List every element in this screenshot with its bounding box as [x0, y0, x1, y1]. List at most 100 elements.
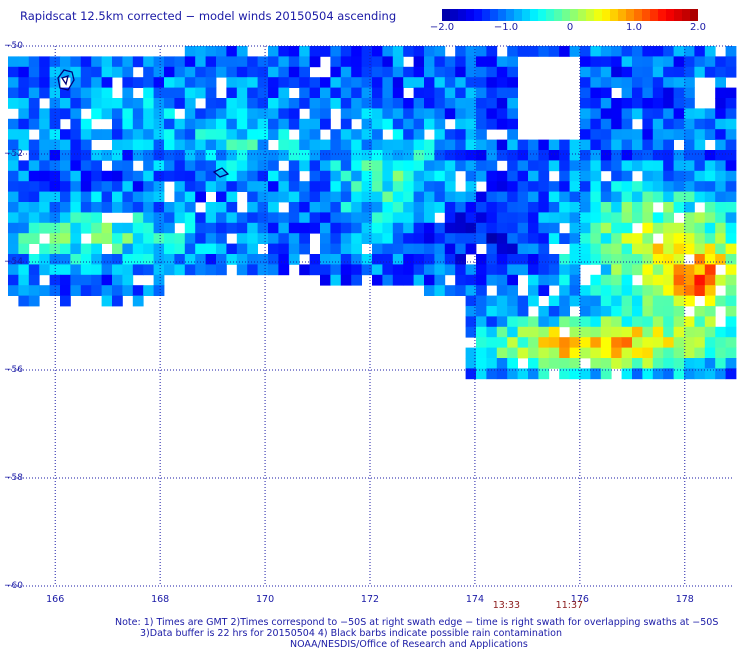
wind-difference-cell [392, 274, 404, 286]
wind-difference-cell [112, 254, 123, 265]
wind-difference-cell [694, 233, 706, 244]
wind-difference-cell [112, 202, 123, 213]
wind-difference-cell [382, 274, 394, 286]
wind-difference-cell [642, 46, 654, 57]
wind-difference-cell [621, 337, 633, 348]
wind-difference-cell [288, 77, 300, 88]
wind-difference-cell [694, 46, 706, 57]
wind-difference-cell [299, 212, 310, 224]
wind-difference-cell [496, 233, 508, 244]
wind-difference-cell [652, 170, 664, 182]
wind-difference-cell [704, 233, 716, 244]
longitude-label: 172 [360, 594, 380, 605]
wind-difference-cell [559, 160, 570, 172]
wind-difference-cell [403, 264, 414, 276]
wind-difference-cell [580, 326, 591, 338]
wind-difference-cell [153, 56, 165, 68]
wind-difference-cell [39, 212, 50, 224]
wind-difference-cell [60, 66, 71, 78]
wind-difference-cell [528, 295, 539, 307]
wind-difference-cell [496, 264, 508, 276]
wind-difference-cell [569, 46, 581, 57]
wind-difference-cell [704, 347, 716, 359]
wind-difference-cell [580, 181, 591, 192]
wind-difference-cell [486, 160, 498, 172]
wind-difference-cell [611, 170, 622, 182]
wind-difference-cell [444, 56, 456, 68]
wind-difference-cell [725, 326, 737, 338]
wind-difference-cell [392, 212, 404, 224]
wind-difference-cell [8, 285, 19, 296]
wind-difference-cell [257, 150, 269, 161]
wind-difference-cell [153, 66, 165, 78]
wind-difference-cell [652, 264, 664, 276]
wind-difference-cell [507, 358, 518, 369]
wind-difference-cell [715, 139, 726, 151]
wind-difference-cell [590, 77, 602, 88]
wind-difference-cell [372, 191, 383, 203]
wind-difference-cell [39, 118, 50, 130]
wind-difference-cell [590, 347, 602, 359]
wind-difference-cell [372, 264, 383, 276]
wind-difference-cell [559, 264, 570, 276]
wind-difference-cell [205, 66, 217, 78]
wind-difference-cell [60, 295, 71, 307]
wind-difference-cell [382, 212, 394, 224]
wind-difference-cell [715, 212, 726, 224]
wind-difference-cell [372, 160, 383, 172]
wind-difference-cell [694, 160, 706, 172]
wind-difference-cell [621, 77, 633, 88]
wind-difference-cell [91, 77, 102, 88]
wind-difference-cell [496, 306, 508, 317]
colorbar-segment [666, 9, 675, 21]
wind-difference-cell [70, 285, 82, 296]
wind-difference-cell [91, 285, 102, 296]
wind-difference-cell [278, 150, 290, 161]
wind-difference-cell [684, 316, 695, 328]
wind-difference-cell [299, 181, 310, 192]
wind-difference-cell [8, 170, 19, 182]
wind-difference-cell [455, 66, 466, 78]
wind-difference-cell [174, 66, 186, 78]
wind-difference-cell [309, 254, 321, 265]
wind-difference-cell [112, 274, 123, 286]
wind-difference-cell [153, 212, 165, 224]
wind-difference-cell [715, 87, 726, 99]
wind-difference-cell [600, 87, 612, 99]
wind-difference-cell [28, 191, 40, 203]
wind-difference-cell [684, 150, 695, 161]
wind-difference-cell [476, 77, 487, 88]
wind-difference-cell [184, 191, 196, 203]
wind-difference-cell [320, 108, 331, 120]
wind-difference-cell [652, 129, 664, 140]
wind-difference-cell [507, 295, 518, 307]
wind-difference-cell [684, 222, 695, 234]
wind-difference-cell [590, 160, 602, 172]
wind-difference-cell [112, 264, 123, 276]
wind-difference-cell [486, 222, 498, 234]
wind-difference-cell [569, 150, 581, 161]
wind-difference-cell [642, 254, 654, 265]
wind-difference-cell [205, 264, 217, 276]
wind-difference-cell [80, 77, 92, 88]
wind-difference-cell [226, 108, 238, 120]
colorbar [442, 9, 698, 21]
wind-difference-cell [621, 347, 633, 359]
wind-difference-cell [174, 264, 186, 276]
wind-difference-cell [403, 202, 414, 213]
wind-difference-cell [60, 274, 71, 286]
wind-difference-cell [184, 98, 196, 109]
wind-difference-cell [101, 170, 113, 182]
wind-difference-cell [205, 181, 217, 192]
wind-difference-cell [600, 316, 612, 328]
wind-difference-cell [704, 285, 716, 296]
wind-difference-cell [257, 222, 269, 234]
wind-difference-cell [704, 181, 716, 192]
wind-difference-cell [247, 118, 258, 130]
wind-difference-cell [392, 191, 404, 203]
wind-difference-cell [91, 108, 102, 120]
wind-difference-cell [112, 56, 123, 68]
wind-difference-cell [715, 191, 726, 203]
wind-difference-cell [8, 150, 19, 161]
